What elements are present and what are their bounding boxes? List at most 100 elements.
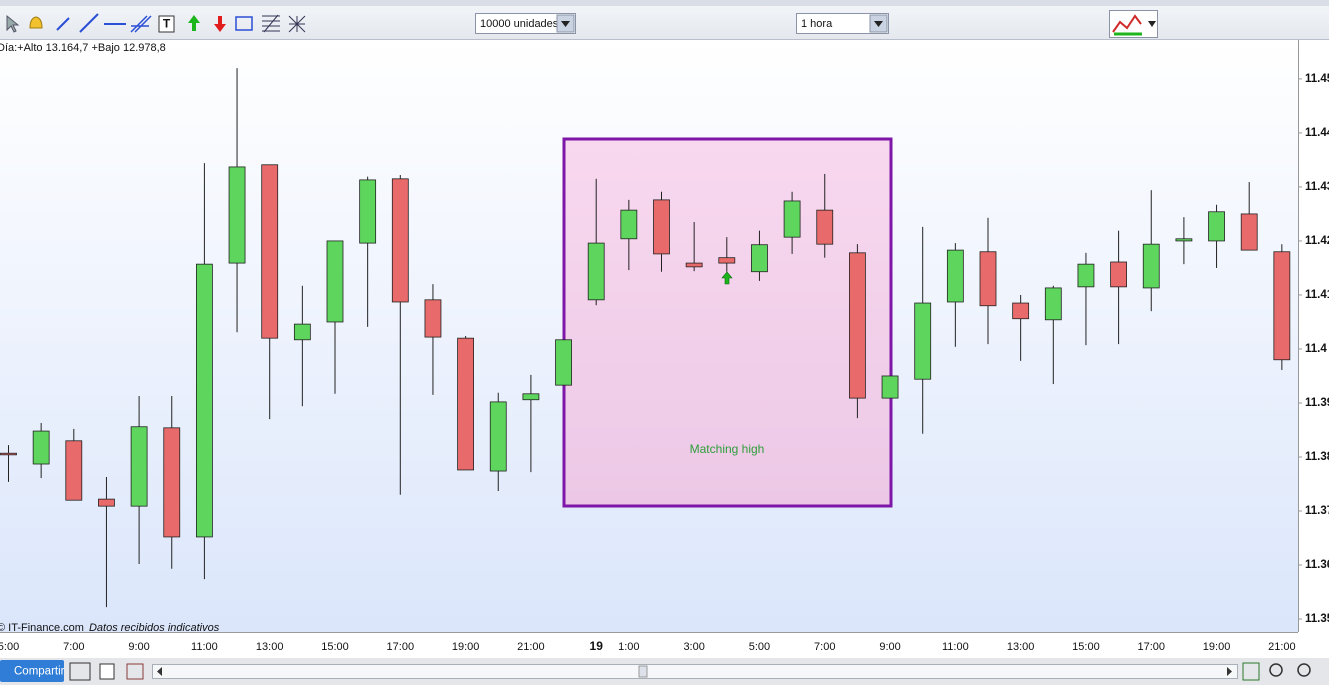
ray-tool[interactable] (79, 13, 99, 33)
x-tick-label: 9:00 (879, 641, 900, 653)
candle-body (946, 249, 964, 303)
y-tick-label: 11.4 (1305, 343, 1327, 355)
x-tick-label: 19 (590, 639, 604, 653)
candle-body (457, 337, 475, 471)
quantity-dropdown[interactable]: 10000 unidades (475, 13, 576, 34)
candle-body (979, 251, 997, 307)
candle-body (751, 244, 768, 273)
candle-body (32, 430, 50, 465)
candle-body (391, 178, 409, 303)
x-tick-label: 13:00 (256, 641, 284, 653)
list-tool[interactable] (99, 663, 115, 680)
candle-body (816, 209, 834, 245)
highlight-rectangle[interactable] (562, 137, 893, 508)
info-text: Día:+Alto 13.164,7 +Bajo 12.978,8 (0, 42, 166, 54)
toolbar-top-strip (0, 0, 1329, 6)
bottom-tools[interactable] (69, 662, 144, 681)
scrollbar-track[interactable] (152, 664, 1238, 679)
sell-arrow-tool[interactable] (214, 16, 226, 32)
candle-body (1175, 238, 1193, 242)
line-tool[interactable] (56, 17, 70, 31)
candle-body (1044, 287, 1062, 321)
zoom-fit[interactable] (1242, 662, 1260, 681)
channel-tool[interactable] (130, 15, 152, 33)
candle-body (1012, 302, 1030, 320)
candle-body (653, 199, 670, 255)
candle-body (587, 242, 605, 301)
dropdown-arrow (1148, 21, 1156, 27)
share-button[interactable]: Compartir (0, 660, 65, 682)
y-tick-label: 11.44 (1305, 127, 1329, 139)
y-tick-label: 11.37 (1305, 505, 1329, 517)
fibonacci-tool[interactable] (262, 14, 280, 33)
scroll-left[interactable] (157, 667, 162, 676)
x-tick-label: 17:00 (1137, 641, 1165, 653)
x-tick-label: 19:00 (1203, 641, 1231, 653)
zoom-tools[interactable] (1242, 662, 1311, 681)
candle-body (195, 263, 213, 538)
annotation-text: Matching high (690, 442, 765, 456)
candle-body (261, 164, 279, 339)
timeframe-dropdown[interactable]: 1 hora (796, 13, 889, 34)
dropdown-box[interactable] (475, 13, 576, 34)
candle-body (163, 427, 181, 538)
candle-body (555, 339, 572, 386)
footer-note: Datos recibidos indicativos (89, 622, 220, 634)
y-tick-label: 11.39 (1305, 397, 1329, 409)
candle-body (0, 452, 17, 456)
candle-body (1208, 211, 1225, 242)
candle-body (522, 393, 540, 401)
candle-body (489, 401, 507, 472)
buy-arrow-tool[interactable] (188, 15, 200, 31)
candle-body (1077, 263, 1095, 288)
y-axis-panel (1298, 40, 1329, 632)
x-tick-label: 19:00 (452, 641, 480, 653)
table-tool[interactable] (126, 663, 144, 680)
x-tick-label: 15:00 (321, 641, 349, 653)
x-tick-label: 13:00 (1007, 641, 1035, 653)
chart-type-icon (1112, 14, 1142, 33)
candle-body (620, 209, 638, 240)
scroll-right[interactable] (1227, 667, 1232, 676)
candle-body (783, 200, 801, 238)
candle-body (130, 426, 148, 507)
footer-text: © IT-Finance.com Datos recibidos indicati… (0, 622, 220, 634)
chart-type-button[interactable] (1109, 10, 1158, 38)
x-tick-label: 21:00 (1268, 641, 1296, 653)
x-tick-label: 1:00 (618, 641, 639, 653)
share-label: Compartir (14, 666, 65, 678)
candle-body (881, 375, 899, 399)
pointer-tool[interactable] (6, 14, 20, 33)
x-tick-label: 11:00 (191, 641, 218, 653)
copyright: © IT-Finance.com (0, 622, 84, 634)
y-tick-label: 11.38 (1305, 451, 1329, 463)
zoom-out[interactable] (1297, 663, 1311, 677)
alert-tool[interactable] (29, 16, 43, 29)
candle-body (914, 302, 932, 380)
zoom-in[interactable] (1269, 663, 1283, 677)
y-tick-label: 11.41 (1305, 289, 1329, 301)
x-axis-panel (0, 632, 1329, 658)
candle-body (685, 262, 703, 268)
dropdown-box[interactable] (796, 13, 889, 34)
rectangle-tool[interactable] (235, 16, 253, 31)
share-button-box[interactable] (0, 660, 64, 682)
x-tick-label: 7:00 (814, 641, 835, 653)
y-tick-label: 11.43 (1305, 181, 1329, 193)
candle-body (1142, 243, 1160, 289)
timeframe-label: 1 hora (801, 18, 833, 30)
gann-tool[interactable] (288, 15, 306, 33)
candle-body (326, 240, 344, 323)
x-tick-label: 5:00 (749, 641, 770, 653)
x-tick-label: 3:00 (683, 641, 704, 653)
x-tick-label: 21:00 (517, 641, 545, 653)
candle-body (849, 252, 866, 399)
scrollbar-thumb[interactable] (638, 665, 648, 678)
drawing-tools[interactable]: T (6, 13, 306, 33)
candle-tool[interactable] (69, 662, 91, 681)
x-tick-label: 17:00 (387, 641, 415, 653)
text-tool[interactable] (158, 15, 175, 33)
signal-arrow (721, 271, 733, 285)
